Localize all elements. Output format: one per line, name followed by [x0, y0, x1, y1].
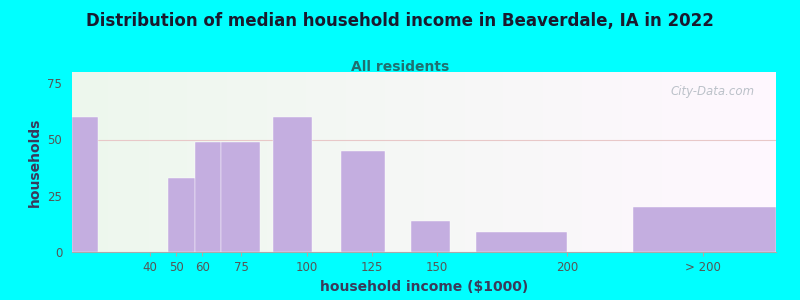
Bar	[72, 117, 98, 252]
Bar	[633, 207, 776, 252]
Bar	[221, 142, 260, 252]
Bar	[476, 232, 567, 252]
Bar	[169, 178, 194, 252]
Bar	[194, 142, 221, 252]
Text: Distribution of median household income in Beaverdale, IA in 2022: Distribution of median household income …	[86, 12, 714, 30]
Bar	[341, 151, 385, 252]
X-axis label: household income ($1000): household income ($1000)	[320, 280, 528, 294]
Bar	[411, 220, 450, 252]
Text: All residents: All residents	[351, 60, 449, 74]
Bar	[273, 117, 312, 252]
Text: City-Data.com: City-Data.com	[670, 85, 755, 98]
Y-axis label: households: households	[28, 117, 42, 207]
